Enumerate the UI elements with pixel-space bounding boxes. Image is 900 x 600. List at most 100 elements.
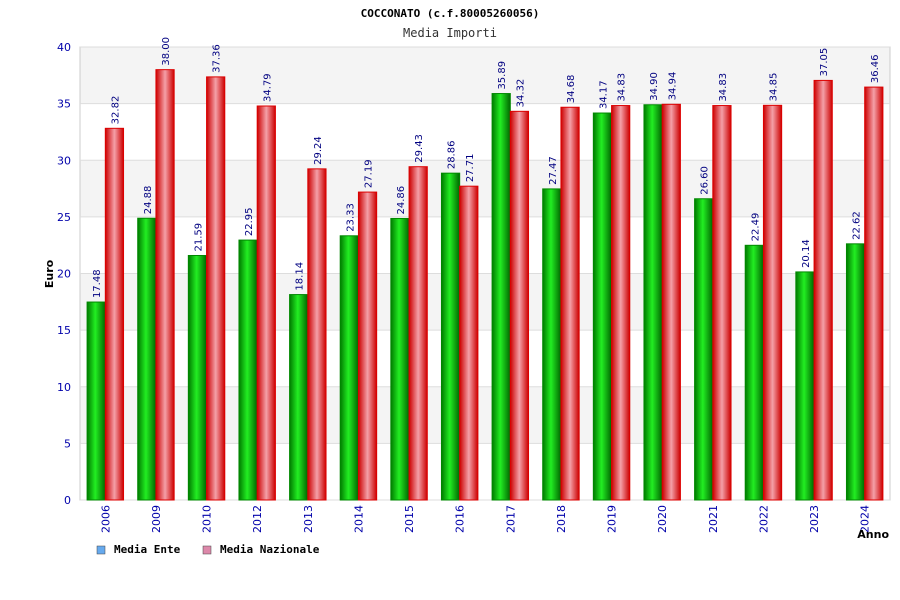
bar-media-nazionale-2017	[509, 110, 530, 501]
x-tick-label-2012: 2012	[251, 505, 264, 533]
bar-label-media-nazionale-2018: 34.68	[566, 75, 577, 104]
bar-label-media-ente-2015: 24.86	[396, 186, 407, 215]
x-tick-label-2017: 2017	[504, 505, 517, 533]
legend-swatch-media-ente	[96, 545, 106, 555]
x-tick-label-2009: 2009	[150, 505, 163, 533]
bar-media-nazionale-2009	[155, 69, 175, 501]
legend-swatch-media-nazionale	[202, 545, 212, 555]
bar-media-ente-2009	[137, 217, 157, 501]
y-tick-label: 20	[57, 268, 71, 281]
bar-media-nazionale-2024	[864, 86, 884, 501]
bar-label-media-nazionale-2015: 29.43	[414, 134, 425, 163]
x-tick-label-2010: 2010	[201, 505, 214, 533]
bar-label-media-ente-2013: 18.14	[295, 262, 306, 291]
bar-media-nazionale-2012	[256, 105, 276, 501]
y-tick-label: 30	[57, 154, 71, 167]
bar-label-media-nazionale-2014: 27.19	[364, 159, 375, 188]
bar-label-media-nazionale-2019: 34.83	[617, 73, 628, 102]
bar-media-nazionale-2010	[206, 76, 226, 501]
bar-media-ente-2023	[795, 271, 815, 501]
legend-label-media-nazionale: Media Nazionale	[220, 543, 320, 556]
legend-label-media-ente: Media Ente	[114, 543, 181, 556]
bar-media-ente-2006	[86, 301, 106, 501]
chart-subtitle: Media Importi	[403, 26, 497, 40]
bar-media-ente-2013	[289, 294, 309, 501]
x-tick-label-2013: 2013	[302, 505, 315, 533]
bar-media-ente-2014	[339, 235, 359, 501]
y-tick-label: 35	[57, 98, 71, 111]
x-tick-label-2016: 2016	[454, 505, 467, 533]
bar-label-media-nazionale-2022: 34.85	[769, 73, 780, 102]
x-tick-label-2023: 2023	[808, 505, 821, 533]
bar-media-ente-2021	[694, 198, 714, 501]
bar-media-nazionale-2006	[104, 127, 125, 501]
x-tick-label-2021: 2021	[707, 505, 720, 533]
bar-label-media-nazionale-2023: 37.05	[819, 48, 830, 77]
y-tick-label: 15	[57, 324, 71, 337]
legend: Media Ente Media Nazionale	[96, 543, 320, 556]
bar-label-media-ente-2012: 22.95	[244, 207, 255, 236]
bar-media-ente-2010	[187, 254, 208, 501]
bar-media-nazionale-2016	[459, 185, 479, 501]
bar-label-media-nazionale-2016: 27.71	[465, 154, 476, 183]
bar-label-media-ente-2017: 35.89	[497, 61, 508, 90]
bar-label-media-ente-2022: 22.49	[750, 213, 761, 242]
y-tick-label: 10	[57, 381, 71, 394]
x-tick-label-2006: 2006	[99, 505, 112, 533]
x-tick-label-2020: 2020	[656, 505, 669, 533]
bar-media-ente-2019	[592, 112, 613, 501]
x-tick-label-2019: 2019	[606, 505, 619, 533]
bar-label-media-ente-2010: 21.59	[193, 223, 204, 252]
bar-label-media-nazionale-2006: 32.82	[110, 96, 121, 125]
bar-label-media-nazionale-2021: 34.83	[718, 73, 729, 102]
bar-media-nazionale-2015	[408, 166, 428, 501]
bar-label-media-nazionale-2020: 34.94	[667, 72, 678, 101]
x-tick-label-2022: 2022	[757, 505, 770, 533]
bar-media-nazionale-2023	[813, 79, 833, 501]
bar-media-nazionale-2022	[762, 104, 783, 501]
bar-media-ente-2020	[643, 104, 663, 501]
bar-label-media-nazionale-2009: 38.00	[161, 37, 172, 66]
y-axis-ticks: 0 5 10 15 20 25 30 35 40	[57, 41, 71, 507]
x-tick-label-2024: 2024	[859, 505, 872, 533]
bar-media-ente-2016	[440, 172, 461, 501]
x-tick-label-2015: 2015	[403, 505, 416, 533]
bar-label-media-ente-2024: 22.62	[852, 211, 863, 240]
bar-label-media-ente-2019: 34.17	[598, 80, 609, 109]
bar-label-media-nazionale-2017: 34.32	[515, 79, 526, 108]
bar-media-ente-2018	[542, 188, 562, 501]
bar-label-media-ente-2021: 26.60	[700, 166, 711, 195]
x-tick-label-2014: 2014	[352, 505, 365, 533]
bar-label-media-nazionale-2010: 37.36	[212, 44, 223, 73]
x-axis-ticks: 2006 2009 2010 2012 2013 2014 2015 2016 2017 2018…	[99, 505, 871, 533]
y-tick-label: 5	[64, 437, 71, 450]
bars	[86, 69, 884, 501]
bar-label-media-ente-2018: 27.47	[548, 156, 559, 185]
bar-media-ente-2024	[845, 243, 866, 501]
bar-media-nazionale-2013	[307, 168, 327, 501]
bar-media-ente-2015	[390, 217, 410, 501]
bar-label-media-ente-2009: 24.88	[143, 186, 154, 215]
bar-label-media-ente-2020: 34.90	[649, 72, 660, 101]
y-axis-label: Euro	[43, 259, 56, 288]
bar-label-media-nazionale-2013: 29.24	[313, 136, 324, 165]
bar-media-nazionale-2021	[712, 105, 732, 501]
x-axis-label: Anno	[857, 528, 889, 541]
y-tick-label: 25	[57, 211, 71, 224]
bar-label-media-ente-2014: 23.33	[345, 203, 356, 232]
bar-media-nazionale-2019	[611, 105, 631, 501]
bar-label-media-ente-2006: 17.48	[92, 269, 103, 298]
bar-label-media-nazionale-2012: 34.79	[262, 73, 273, 102]
bar-label-media-ente-2016: 28.86	[447, 141, 458, 170]
bar-labels: 17.48 32.82 24.88 38.00 21.59 37.36 22.95 34.79…	[92, 37, 881, 298]
y-tick-label: 0	[64, 494, 71, 507]
chart-title: COCCONATO (c.f.80005260056)	[361, 7, 540, 20]
x-tick-label-2018: 2018	[555, 505, 568, 533]
bar-media-nazionale-2014	[357, 191, 378, 501]
bar-label-media-nazionale-2024: 36.46	[870, 54, 881, 83]
y-tick-label: 40	[57, 41, 71, 54]
bar-media-nazionale-2018	[560, 106, 580, 501]
bar-label-media-ente-2023: 20.14	[801, 239, 812, 268]
bar-media-nazionale-2020	[661, 103, 681, 501]
